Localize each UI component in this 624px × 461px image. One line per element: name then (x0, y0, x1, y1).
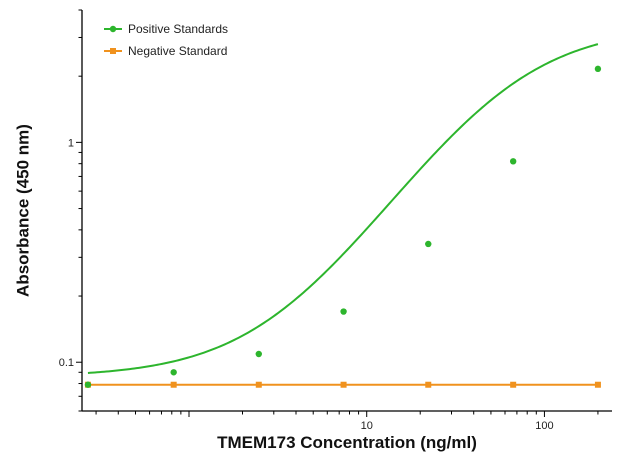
positive-standard-point (170, 369, 177, 376)
series-layer (84, 43, 602, 388)
positive-standard-point (509, 158, 517, 165)
legend: Positive Standards Negative Standard (104, 22, 228, 58)
negative-standard-point (170, 381, 177, 388)
legend-marker-circle (109, 25, 117, 33)
positive-standard-point (594, 65, 602, 73)
negative-standard-point (255, 381, 262, 388)
positive-standard-point (425, 240, 432, 248)
y-tick-label: 0.1 (59, 357, 74, 369)
positive-standard-point (255, 350, 262, 358)
positive-fit-curve (87, 43, 599, 374)
y-tick-label: 1 (68, 137, 74, 149)
legend-label: Negative Standard (128, 44, 227, 58)
positive-standard-point (84, 381, 92, 388)
plot-area: 10 100 0.1 1 (59, 9, 612, 432)
negative-standard-point (594, 381, 601, 388)
negative-standard-point (340, 381, 347, 388)
legend-marker-square (110, 48, 116, 54)
x-axis-title: TMEM173 Concentration (ng/ml) (217, 433, 477, 452)
negative-standard-point (425, 381, 432, 388)
x-tick-label: 10 (361, 420, 373, 432)
y-axis-title: Absorbance (450 nm) (13, 124, 32, 297)
legend-label: Positive Standards (128, 22, 228, 36)
positive-standard-point (340, 308, 347, 315)
negative-standard-point (510, 381, 517, 388)
x-tick-label: 100 (535, 420, 553, 432)
